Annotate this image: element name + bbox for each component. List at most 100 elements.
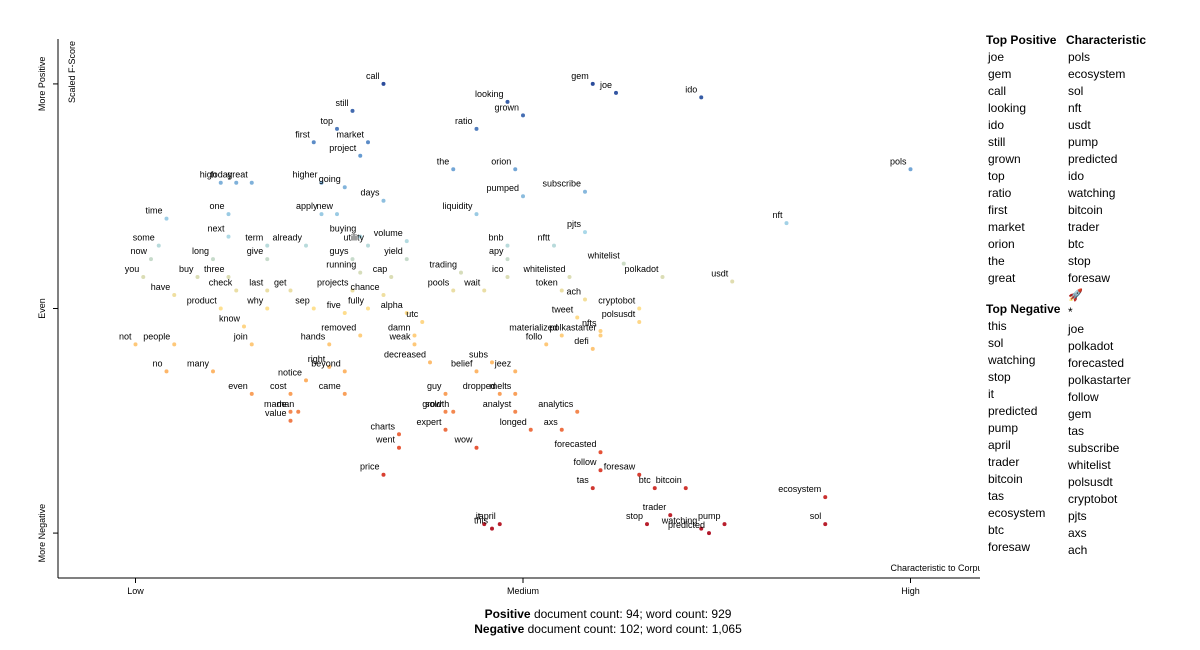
term[interactable]: great xyxy=(988,271,1016,285)
term[interactable]: cryptobot xyxy=(1068,492,1118,506)
term[interactable]: foresaw xyxy=(1068,271,1111,285)
point xyxy=(490,526,494,531)
point xyxy=(505,257,510,262)
term[interactable]: * xyxy=(1068,305,1073,319)
point xyxy=(451,288,456,293)
term[interactable]: orion xyxy=(988,237,1015,251)
point-label: growth xyxy=(422,399,449,409)
term[interactable]: grown xyxy=(988,152,1021,166)
point xyxy=(621,261,626,266)
term[interactable]: still xyxy=(988,135,1006,149)
point xyxy=(304,243,308,248)
term[interactable]: follow xyxy=(1068,390,1099,404)
term[interactable]: 🚀 xyxy=(1068,288,1083,302)
term[interactable]: bitcoin xyxy=(1068,203,1103,217)
term[interactable]: watching xyxy=(988,353,1036,367)
term[interactable]: forecasted xyxy=(1068,356,1125,370)
term[interactable]: predicted xyxy=(988,404,1038,418)
point xyxy=(451,409,456,414)
term[interactable]: btc xyxy=(1068,237,1085,251)
term[interactable]: pump xyxy=(1068,135,1099,149)
point-label: decreased xyxy=(384,349,426,359)
point xyxy=(404,239,409,244)
point-label: beyond xyxy=(311,358,341,368)
term[interactable]: this xyxy=(988,319,1007,333)
term[interactable]: pols xyxy=(1068,50,1091,64)
term[interactable]: ido xyxy=(1068,169,1085,183)
term[interactable]: the xyxy=(988,254,1005,268)
point xyxy=(350,288,355,293)
point-label: ach xyxy=(566,287,581,297)
point-label: volume xyxy=(374,228,403,238)
term[interactable]: axs xyxy=(1068,526,1087,540)
point-label: even xyxy=(228,381,248,391)
term[interactable]: polsusdt xyxy=(1068,475,1113,489)
term[interactable]: usdt xyxy=(1068,118,1091,132)
point xyxy=(575,315,580,320)
term[interactable]: ratio xyxy=(988,186,1012,200)
point xyxy=(474,212,479,217)
term[interactable]: stop xyxy=(1068,254,1091,268)
term[interactable]: market xyxy=(988,220,1025,234)
point-label: value xyxy=(265,408,287,418)
term-list: Top Negative this sol watching stop it predict… xyxy=(986,301,1060,556)
term[interactable]: sol xyxy=(988,336,1004,350)
term[interactable]: top xyxy=(988,169,1005,183)
term[interactable]: foresaw xyxy=(988,540,1031,554)
term[interactable]: tas xyxy=(1068,424,1085,438)
point-label: liquidity xyxy=(442,201,473,211)
x-tick-label: High xyxy=(901,586,920,596)
point xyxy=(652,486,657,491)
point xyxy=(327,342,332,347)
term[interactable]: april xyxy=(988,438,1011,452)
term[interactable]: trader xyxy=(1068,220,1100,234)
term[interactable]: first xyxy=(988,203,1008,217)
term[interactable]: watching xyxy=(1068,186,1116,200)
term[interactable]: sol xyxy=(1068,84,1084,98)
term[interactable]: it xyxy=(988,387,994,401)
term[interactable]: ecosystem xyxy=(988,506,1046,520)
point xyxy=(699,526,704,531)
term[interactable]: trader xyxy=(988,455,1020,469)
term[interactable]: pump xyxy=(988,421,1019,435)
term[interactable]: pjts xyxy=(1068,509,1087,523)
term[interactable]: btc xyxy=(988,523,1005,537)
term[interactable]: joe xyxy=(988,50,1005,64)
term[interactable]: ecosystem xyxy=(1068,67,1126,81)
term[interactable]: ach xyxy=(1068,543,1088,557)
point xyxy=(342,391,347,396)
term[interactable]: stop xyxy=(988,370,1011,384)
list-title: Top Positive xyxy=(986,33,1057,47)
point xyxy=(459,270,463,275)
point-label: orion xyxy=(491,156,511,166)
term[interactable]: bitcoin xyxy=(988,472,1023,486)
point-label: apy xyxy=(489,246,504,256)
point-label: going xyxy=(319,174,341,184)
point-label: now xyxy=(130,246,147,256)
term[interactable]: nft xyxy=(1068,101,1082,115)
point xyxy=(412,333,417,338)
term[interactable]: joe xyxy=(1068,322,1085,336)
point-label: usdt xyxy=(711,269,729,279)
term[interactable]: ido xyxy=(988,118,1005,132)
footer-bold: Positive xyxy=(485,607,531,621)
term[interactable]: gem xyxy=(988,67,1012,81)
point-label: analytics xyxy=(538,399,574,409)
point-label: token xyxy=(536,278,558,288)
term[interactable]: polkadot xyxy=(1068,339,1114,353)
term[interactable]: tas xyxy=(988,489,1005,503)
point-label: yield xyxy=(384,246,403,256)
term[interactable]: whitelist xyxy=(1068,458,1111,472)
footer-bold: Negative xyxy=(474,622,524,636)
term[interactable]: subscribe xyxy=(1068,441,1120,455)
point-label: chance xyxy=(350,282,379,292)
point-label: trader xyxy=(643,502,667,512)
point xyxy=(637,319,642,324)
term[interactable]: looking xyxy=(988,101,1027,115)
term[interactable]: call xyxy=(988,84,1007,98)
term[interactable]: polkastarter xyxy=(1068,373,1131,387)
point-label: melts xyxy=(490,381,512,391)
term[interactable]: gem xyxy=(1068,407,1092,421)
term[interactable]: predicted xyxy=(1068,152,1118,166)
point xyxy=(598,450,603,455)
